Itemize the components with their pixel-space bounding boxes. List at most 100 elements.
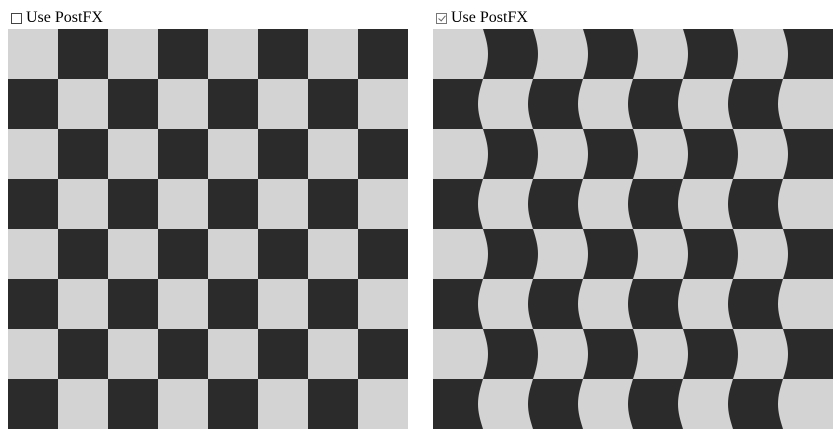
- board-square: [8, 229, 58, 279]
- board-square: [108, 329, 158, 379]
- board-square: [358, 279, 408, 329]
- board-square: [8, 79, 58, 129]
- board-square: [533, 129, 588, 179]
- board-square: [778, 279, 833, 329]
- board-square: [258, 229, 308, 279]
- board-square: [358, 79, 408, 129]
- board-square: [258, 179, 308, 229]
- board-square: [258, 379, 308, 429]
- board-square: [733, 229, 788, 279]
- board-square: [733, 29, 788, 79]
- board-square: [158, 129, 208, 179]
- board-square: [678, 79, 733, 129]
- board-square: [208, 379, 258, 429]
- board-square: [58, 79, 108, 129]
- board-square: [678, 379, 733, 429]
- board-square: [108, 379, 158, 429]
- board-square: [108, 79, 158, 129]
- board-square: [108, 179, 158, 229]
- board-square: [208, 329, 258, 379]
- board-square: [208, 29, 258, 79]
- board-square: [108, 129, 158, 179]
- board-square: [108, 279, 158, 329]
- board-square: [778, 379, 833, 429]
- board-square: [578, 79, 633, 129]
- board-square: [208, 179, 258, 229]
- board-square: [158, 79, 208, 129]
- board-square: [158, 29, 208, 79]
- board-square: [733, 129, 788, 179]
- board-square: [633, 329, 688, 379]
- board-square: [258, 29, 308, 79]
- board-square: [258, 79, 308, 129]
- board-square: [308, 29, 358, 79]
- board-square: [58, 29, 108, 79]
- board-square: [533, 29, 588, 79]
- board-square: [633, 129, 688, 179]
- board-square: [308, 79, 358, 129]
- checkerboard-postfx-canvas: [433, 29, 833, 429]
- board-square: [108, 29, 158, 79]
- board-square: [158, 329, 208, 379]
- board-square: [433, 329, 488, 379]
- board-square: [778, 179, 833, 229]
- board-square: [58, 279, 108, 329]
- board-square: [578, 179, 633, 229]
- postfx-toggle-off[interactable]: Use PostFX: [8, 8, 408, 28]
- board-square: [258, 129, 308, 179]
- board-square: [433, 129, 488, 179]
- board-square: [8, 279, 58, 329]
- board-square: [258, 279, 308, 329]
- board-square: [308, 279, 358, 329]
- board-square: [308, 379, 358, 429]
- board-square: [58, 229, 108, 279]
- board-square: [208, 279, 258, 329]
- board-square: [158, 179, 208, 229]
- board-square: [108, 229, 158, 279]
- panel-postfx-on: Use PostFX: [433, 8, 833, 429]
- board-square: [358, 129, 408, 179]
- board-square: [358, 179, 408, 229]
- board-square: [158, 229, 208, 279]
- board-square: [8, 29, 58, 79]
- board-square: [58, 379, 108, 429]
- board-square: [433, 29, 488, 79]
- board-square: [778, 79, 833, 129]
- board-square: [8, 129, 58, 179]
- board-square: [358, 229, 408, 279]
- board-square: [633, 29, 688, 79]
- board-square: [358, 29, 408, 79]
- checkbox-checked-icon[interactable]: [436, 12, 447, 24]
- checkbox-unchecked-icon[interactable]: [11, 12, 22, 24]
- board-square: [58, 129, 108, 179]
- board-square: [8, 179, 58, 229]
- board-square: [678, 279, 733, 329]
- checkerboard-canvas: [8, 29, 408, 429]
- board-square: [308, 179, 358, 229]
- board-square: [478, 279, 533, 329]
- board-square: [533, 229, 588, 279]
- board-square: [308, 329, 358, 379]
- board-square: [478, 379, 533, 429]
- board-square: [733, 329, 788, 379]
- board-square: [533, 329, 588, 379]
- board-square: [578, 379, 633, 429]
- board-square: [208, 229, 258, 279]
- panel-postfx-off: Use PostFX: [8, 8, 408, 429]
- board-square: [633, 229, 688, 279]
- board-square: [358, 329, 408, 379]
- board-square: [158, 379, 208, 429]
- board-square: [308, 229, 358, 279]
- checkbox-label: Use PostFX: [451, 9, 528, 26]
- board-square: [478, 179, 533, 229]
- board-square: [58, 179, 108, 229]
- board-square: [208, 79, 258, 129]
- board-square: [478, 79, 533, 129]
- board-square: [158, 279, 208, 329]
- board-square: [678, 179, 733, 229]
- postfx-toggle-on[interactable]: Use PostFX: [433, 8, 833, 28]
- board-square: [208, 129, 258, 179]
- board-square: [258, 329, 308, 379]
- board-square: [358, 379, 408, 429]
- board-square: [58, 329, 108, 379]
